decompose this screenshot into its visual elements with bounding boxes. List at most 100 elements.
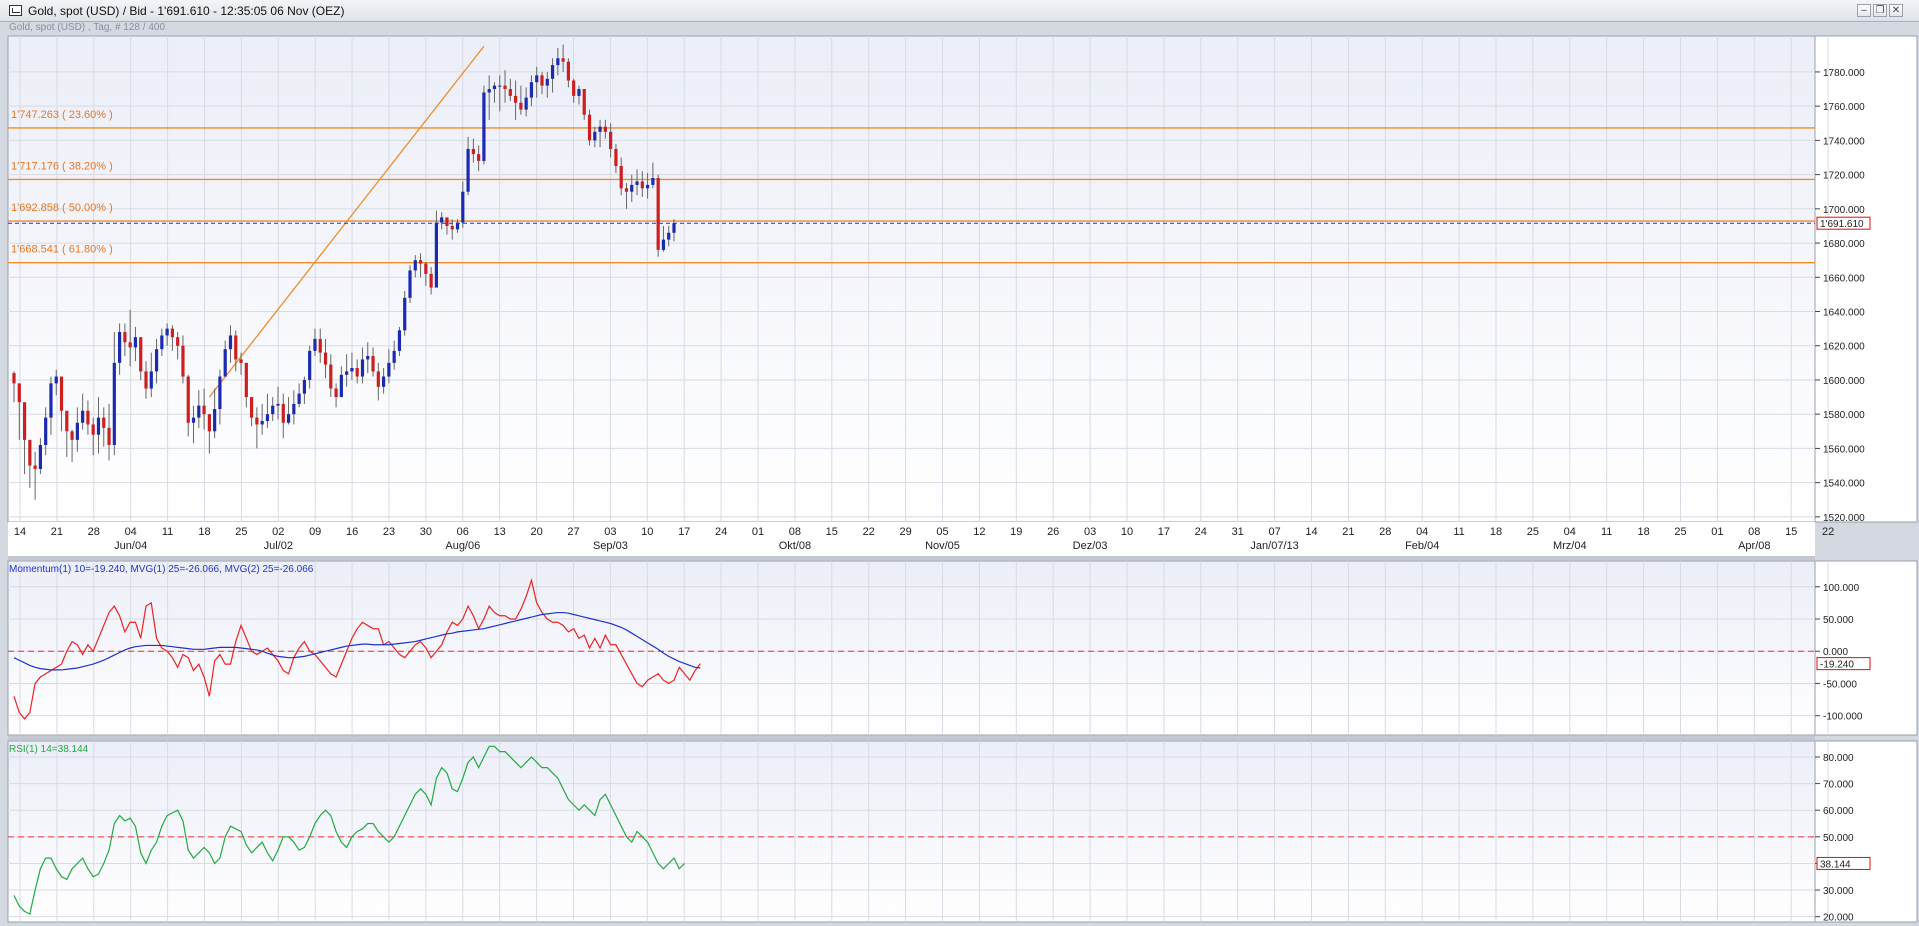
- candle-body: [244, 362, 248, 398]
- x-tick-label: 26: [1047, 526, 1059, 538]
- y-tick-label: 1580.000: [1823, 410, 1865, 421]
- x-tick-label: 30: [420, 526, 432, 538]
- x-month-label: Aug/06: [445, 540, 480, 552]
- y-tick-label: 1760.000: [1823, 102, 1865, 113]
- window-titlebar: Gold, spot (USD) / Bid - 1'691.610 - 12:…: [0, 0, 1919, 22]
- candle-body: [556, 58, 560, 66]
- candle-body: [318, 338, 322, 353]
- candle-body: [376, 371, 380, 387]
- candle-body: [144, 371, 148, 389]
- momentum-panel: [7, 560, 1816, 736]
- candle-body: [54, 376, 58, 384]
- trend-line: [208, 45, 485, 398]
- candle-body: [540, 75, 544, 86]
- candle-body: [81, 410, 85, 423]
- candle-body: [139, 337, 143, 372]
- candle-body: [450, 225, 454, 230]
- candle-body: [49, 383, 53, 418]
- candle-body: [635, 181, 639, 185]
- x-tick-label: 04: [1416, 526, 1428, 538]
- candle-body: [313, 338, 317, 351]
- chart-subtitle: Gold, spot (USD) , Tag, # 128 / 400: [9, 22, 166, 33]
- candle-body: [202, 405, 206, 415]
- candle-body: [598, 126, 602, 132]
- y-tick-label: 100.000: [1823, 583, 1860, 594]
- candle-body: [302, 379, 306, 394]
- x-month-label: Nov/05: [925, 540, 960, 552]
- x-tick-label: 24: [715, 526, 727, 538]
- momentum-series-line: [13, 578, 701, 720]
- y-tick-label: 1700.000: [1823, 205, 1865, 216]
- x-tick-label: 11: [162, 526, 173, 538]
- y-tick-label: 1680.000: [1823, 239, 1865, 250]
- candle-body: [403, 297, 407, 331]
- candle-body: [165, 328, 169, 336]
- rsi-value-marker: [1816, 856, 1871, 870]
- x-month-label: Jun/04: [114, 540, 147, 552]
- candle-body: [614, 148, 618, 167]
- candle-body: [482, 92, 486, 161]
- window-title: Gold, spot (USD) / Bid - 1'691.610 - 12:…: [28, 4, 345, 18]
- y-tick-label: 1780.000: [1823, 68, 1865, 79]
- x-tick-label: 27: [567, 526, 579, 538]
- candle-body: [445, 217, 449, 226]
- x-tick-label: 01: [1711, 526, 1723, 538]
- candle-body: [213, 409, 217, 432]
- candle-body: [12, 373, 16, 384]
- candle-body: [603, 126, 607, 132]
- x-tick-label: 15: [826, 526, 838, 538]
- x-tick-label: 22: [1822, 526, 1834, 538]
- x-tick-label: 12: [973, 526, 985, 538]
- y-tick-label: 0.000: [1823, 647, 1848, 658]
- minimize-button[interactable]: –: [1857, 4, 1871, 17]
- y-tick-label: 1660.000: [1823, 273, 1865, 284]
- candle-body: [218, 376, 222, 410]
- candle-body: [234, 335, 238, 360]
- x-tick-label: 08: [1748, 526, 1760, 538]
- close-button[interactable]: ✕: [1889, 4, 1903, 17]
- candle-body: [255, 417, 259, 425]
- y-tick-label: 1640.000: [1823, 308, 1865, 319]
- x-tick-label: 20: [530, 526, 542, 538]
- candle-body: [640, 181, 644, 189]
- candle-body: [593, 131, 597, 141]
- x-month-label: Mrz/04: [1553, 540, 1587, 552]
- y-tick-label: 1740.000: [1823, 136, 1865, 147]
- x-tick-label: 17: [678, 526, 690, 538]
- restore-button[interactable]: ❐: [1873, 4, 1887, 17]
- candle-body: [508, 89, 512, 96]
- candle-body: [503, 85, 507, 90]
- candle-body: [28, 439, 32, 466]
- candle-body: [392, 350, 396, 363]
- fib-level-label: 1'668.541 ( 61.80% ): [11, 244, 113, 256]
- x-tick-label: 22: [863, 526, 875, 538]
- candle-body: [461, 191, 465, 223]
- x-tick-label: 15: [1785, 526, 1797, 538]
- x-month-label: Jul/02: [264, 540, 293, 552]
- momentum-value-marker: [1816, 657, 1871, 671]
- x-tick-label: 18: [198, 526, 210, 538]
- candle-body: [477, 154, 481, 161]
- candle-body: [524, 97, 528, 110]
- x-tick-label: 03: [1084, 526, 1096, 538]
- candle-body: [75, 422, 79, 440]
- candle-body: [181, 345, 185, 377]
- candle-body: [355, 367, 359, 377]
- candle-body: [566, 61, 570, 81]
- candle-body: [33, 465, 37, 469]
- x-month-label: Dez/03: [1073, 540, 1108, 552]
- fib-level-label: 1'692.858 ( 50.00% ): [11, 202, 113, 214]
- x-tick-label: 18: [1490, 526, 1502, 538]
- candle-body: [345, 371, 349, 375]
- candle-body: [360, 359, 365, 377]
- candle-body: [667, 232, 671, 240]
- candle-body: [418, 260, 423, 264]
- momentum-value-label: -19.240: [1820, 660, 1854, 671]
- x-tick-label: 03: [604, 526, 616, 538]
- candle-body: [38, 444, 42, 469]
- candle-body: [186, 376, 190, 423]
- candle-body: [619, 166, 623, 189]
- candle-body: [160, 335, 164, 350]
- y-tick-label: 60.000: [1823, 806, 1854, 817]
